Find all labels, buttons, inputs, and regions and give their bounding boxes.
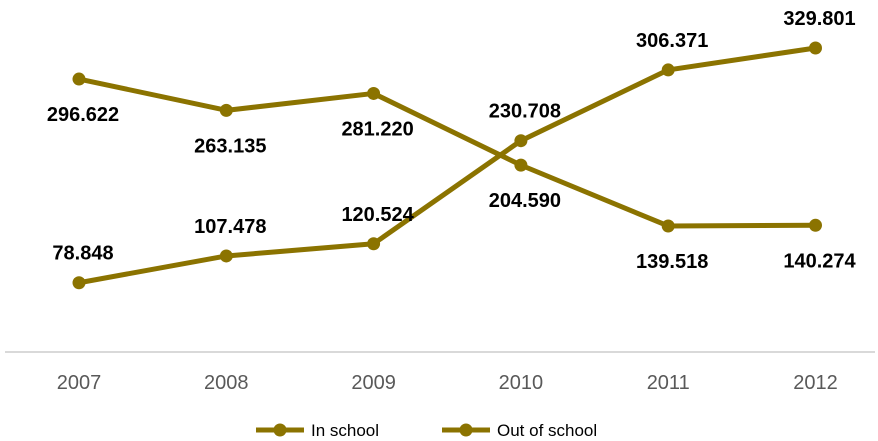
x-tick-label-2008: 2008 — [204, 372, 249, 394]
legend-label-out-of-school: Out of school — [497, 421, 597, 440]
data-label-out-of-school-2007: 296.622 — [47, 104, 119, 126]
data-label-out-of-school-2008: 263.135 — [194, 135, 266, 157]
data-point-out-of-school-2010 — [514, 158, 528, 172]
legend-marker-out-of-school — [459, 423, 473, 437]
data-labels: 78.848 107.478 120.524 230.708 306.371 329.80… — [47, 8, 857, 273]
series-line-out-of-school — [76, 76, 818, 229]
data-label-in-school-2011: 306.371 — [636, 30, 708, 52]
legend: In school Out of school — [256, 421, 597, 440]
data-point-out-of-school-2012 — [809, 218, 822, 232]
legend-marker-in-school — [273, 423, 287, 437]
legend-label-in-school: In school — [311, 421, 379, 440]
x-tick-label-2009: 2009 — [351, 372, 396, 394]
legend-item-in-school: In school — [256, 421, 379, 440]
x-tick-label-2010: 2010 — [499, 372, 544, 394]
data-label-in-school-2010: 230.708 — [489, 101, 561, 123]
data-label-in-school-2012: 329.801 — [783, 8, 855, 30]
data-label-out-of-school-2012: 140.274 — [783, 250, 856, 272]
data-point-in-school-2007 — [72, 276, 86, 290]
data-label-in-school-2008: 107.478 — [194, 216, 266, 238]
data-point-out-of-school-2007 — [72, 72, 86, 86]
data-point-in-school-2011 — [661, 63, 675, 77]
data-label-out-of-school-2011: 139.518 — [636, 251, 708, 273]
data-label-out-of-school-2009: 281.220 — [341, 118, 413, 140]
data-label-out-of-school-2010: 204.590 — [489, 190, 561, 212]
data-point-out-of-school-2009 — [367, 86, 381, 100]
data-point-out-of-school-2008 — [219, 103, 233, 117]
x-tick-label-2012: 2012 — [793, 372, 838, 394]
series-lines — [76, 45, 818, 286]
legend-item-out-of-school: Out of school — [442, 421, 597, 440]
x-tick-label-2007: 2007 — [57, 372, 102, 394]
data-point-in-school-2012 — [809, 41, 822, 55]
data-point-in-school-2010 — [514, 134, 528, 148]
series-points — [72, 41, 822, 290]
series-line-in-school — [76, 45, 818, 286]
data-point-in-school-2008 — [219, 249, 233, 263]
x-tick-label-2011: 2011 — [647, 372, 690, 394]
x-tick-labels: 2007 2008 2009 2010 2011 2012 — [57, 372, 838, 394]
data-point-out-of-school-2011 — [661, 219, 675, 233]
data-point-in-school-2009 — [367, 237, 381, 251]
data-label-in-school-2007: 78.848 — [52, 243, 113, 265]
data-label-in-school-2009: 120.524 — [341, 204, 414, 226]
